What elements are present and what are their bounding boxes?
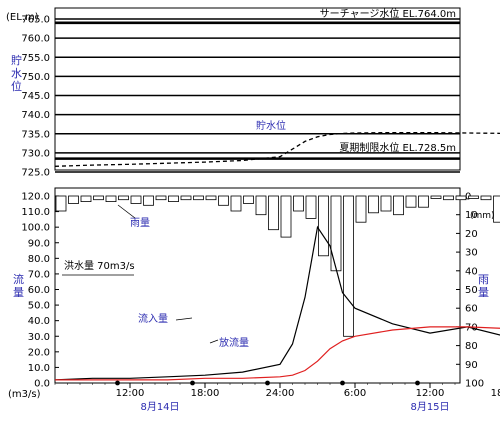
flow-y-tick-label: 60.0 (28, 285, 50, 296)
upper-y-unit: (EL.m) (6, 12, 39, 23)
rain-label-leader (117, 204, 136, 219)
flow-y-tick-label: 10.0 (28, 363, 50, 374)
flow-y-tick-label: 110.0 (21, 207, 50, 218)
rain-bar (455, 195, 467, 201)
rain-bar (193, 195, 204, 201)
outflow-series-label: 放流量 (219, 336, 249, 349)
rain-y-tick-label: 80 (465, 341, 478, 352)
rain-bar (405, 195, 417, 208)
upper-y-label: 貯水位 (11, 54, 22, 93)
flow-y-tick-label: 90.0 (28, 238, 50, 249)
water-level-panel: 765.0 760.0 755.0 750.0 745.0 740.0 735.0 730.0… (6, 7, 500, 179)
rain-bar (430, 195, 442, 199)
rain-bar (130, 195, 142, 204)
rain-y-tick-label: 50 (465, 285, 478, 296)
flow-y-tick-label: 20.0 (28, 347, 50, 358)
flow-y-label: 流量 (13, 272, 24, 299)
y2-unit: (mm) (470, 211, 495, 221)
rain-y-tick-label: 60 (465, 304, 478, 315)
upper-y-tick-label: 730.0 (21, 148, 50, 159)
rain-y-tick-label: 40 (465, 266, 478, 277)
rain-y-tick-label: 10 (465, 210, 478, 221)
inflow-line (54, 225, 500, 381)
rain-bar (268, 195, 279, 231)
rain-bar (293, 195, 304, 212)
rain-bar (305, 195, 317, 219)
flow-y-tick-label: 50.0 (28, 301, 50, 312)
rain-bar (80, 195, 92, 202)
upper-y-tick-label: 725.0 (21, 168, 50, 179)
flow-y-tick-label: 100.0 (21, 223, 50, 234)
rain-bar (355, 195, 367, 223)
rain-bar (480, 195, 492, 201)
lower-plot-frame (54, 187, 461, 384)
x-tick-label: 12:00 (416, 388, 445, 399)
rain-y-tick-label: 90 (465, 360, 478, 371)
x-tick-label: 18:00 (191, 388, 220, 399)
rain-y-tick-label: 20 (465, 229, 478, 240)
rain-bar (493, 195, 500, 223)
rain-series-label: 雨量 (130, 217, 150, 229)
inflow-label-leader (175, 317, 193, 321)
upper-y-tick-label: 755.0 (21, 53, 50, 64)
upper-y-tick-label: 735.0 (21, 129, 50, 140)
rain-y-label: 雨量 (478, 273, 489, 299)
rain-bar (393, 195, 404, 216)
rain-bar (118, 195, 129, 201)
x-tick-label: 12:00 (116, 388, 145, 399)
rain-bar (230, 195, 242, 212)
flood-discharge-annotation: 洪水量 70m3/s (64, 260, 135, 272)
flow-rain-panel: 120.0110.0100.090.080.070.060.050.040.03… (8, 187, 500, 413)
rain-bar (68, 195, 79, 204)
flow-y-tick-label: 70.0 (28, 269, 50, 280)
rain-bar (318, 195, 329, 257)
x-tick-label: 6:00 (344, 388, 366, 399)
outflow-label-leader (209, 339, 219, 344)
rain-bar (143, 195, 154, 206)
outflow-line (55, 326, 500, 381)
upper-y-tick-label: 760.0 (21, 34, 50, 45)
rain-bar (55, 195, 67, 212)
rain-y-tick-label: 30 (465, 248, 478, 259)
rain-bar (155, 195, 167, 201)
rain-bar (93, 195, 104, 201)
flow-y-tick-label: 120.0 (21, 192, 50, 203)
flow-y-tick-label: 0.0 (34, 379, 50, 390)
surcharge-level-label: サーチャージ水位 EL.764.0m (320, 7, 456, 20)
rain-bar (218, 195, 229, 206)
upper-plot-frame (54, 7, 461, 171)
rain-bar (443, 195, 454, 201)
rain-bar (243, 195, 254, 204)
x-tick-label: 18:00 (491, 388, 500, 399)
flow-y-tick-label: 30.0 (28, 332, 50, 343)
flow-y-unit: (m3/s) (8, 389, 41, 400)
water-level-series-label: 貯水位 (256, 119, 286, 132)
upper-y-tick-label: 745.0 (21, 91, 50, 102)
rain-bar (255, 195, 267, 216)
date-label: 8月14日 (140, 401, 179, 413)
rain-y-tick-label: 100 (465, 379, 484, 390)
rain-bar (168, 195, 179, 202)
inflow-series-label: 流入量 (138, 312, 168, 325)
rain-bar (380, 195, 392, 212)
rain-bar (418, 195, 429, 208)
rain-bar (468, 195, 479, 199)
summer-limit-level-label: 夏期制限水位 EL.728.5m (339, 141, 456, 154)
rain-bar (280, 195, 292, 238)
rain-bar (205, 195, 217, 201)
x-tick-label: 24:00 (266, 388, 295, 399)
rain-bar (343, 195, 354, 337)
flow-y-tick-label: 80.0 (28, 254, 50, 265)
rain-bar (368, 195, 379, 214)
rain-bar (105, 195, 117, 202)
water-level-line (54, 131, 500, 167)
rain-bar (330, 195, 342, 272)
flow-y-tick-label: 40.0 (28, 316, 50, 327)
rain-bar (180, 195, 192, 201)
upper-y-tick-label: 740.0 (21, 110, 50, 121)
upper-y-tick-label: 750.0 (21, 72, 50, 83)
upper-y-tick-label: 765.0 (21, 15, 50, 26)
date-label: 8月15日 (410, 401, 449, 413)
